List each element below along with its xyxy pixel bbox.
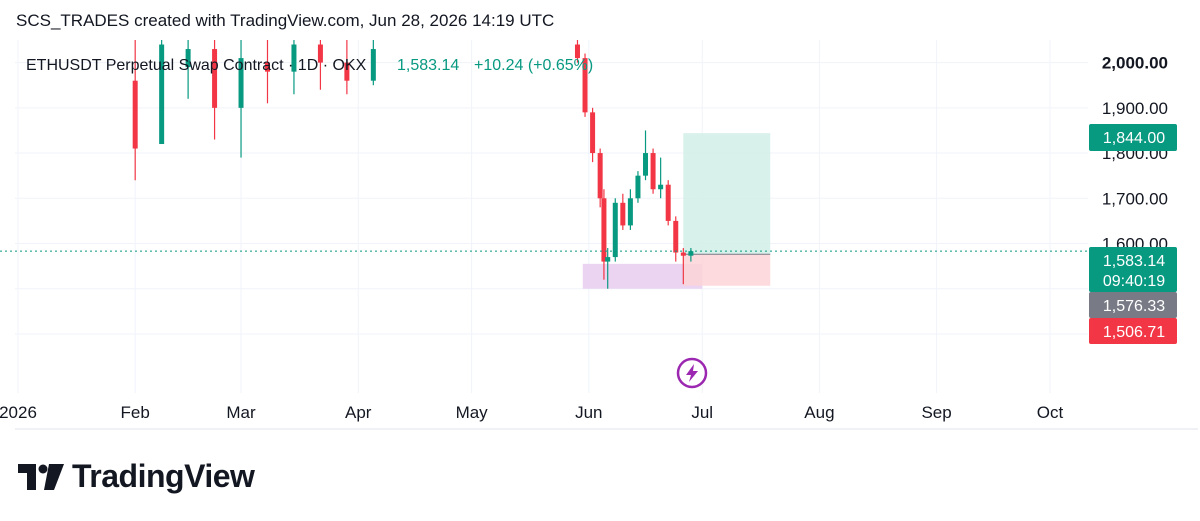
x-tick-label: 2026 — [0, 403, 37, 422]
candle-body — [601, 198, 607, 262]
candle-body — [635, 175, 641, 199]
candle-body — [605, 257, 611, 262]
candle-body — [132, 80, 138, 149]
candle-body — [582, 58, 588, 113]
price-tag-background — [1089, 318, 1177, 344]
tradingview-wordmark: TradingView — [72, 458, 255, 494]
candle-body — [665, 184, 671, 221]
x-tick-label: Sep — [921, 403, 951, 422]
stop-loss-zone[interactable] — [683, 254, 771, 286]
candle-body — [680, 252, 686, 256]
x-tick-label: Jun — [575, 403, 602, 422]
candle-body — [574, 44, 580, 59]
y-tick-label: 1,900.00 — [1102, 99, 1168, 118]
candle-body — [688, 251, 694, 256]
x-tick-label: Aug — [804, 403, 834, 422]
chart-credit: SCS_TRADES created with TradingView.com,… — [16, 11, 555, 30]
brand-footer: TradingView — [18, 458, 255, 495]
y-tick-label: 2,000.00 — [1102, 54, 1168, 73]
candle-body — [620, 202, 626, 226]
price-tag-label: 1,506.71 — [1103, 324, 1165, 341]
grid-lines — [15, 40, 1198, 430]
tradingview-logo-icon — [18, 463, 64, 490]
candle-body — [650, 153, 656, 190]
candle-body — [673, 220, 679, 253]
price-tag-background — [1089, 292, 1177, 318]
price-tag: 1,506.71 — [1089, 318, 1177, 344]
price-change-value: +10.24 (+0.65%) — [474, 57, 593, 74]
y-tick-label: 1,700.00 — [1102, 189, 1168, 208]
x-tick-label: Feb — [121, 403, 150, 422]
candle-body — [238, 58, 244, 108]
candlestick-series — [132, 40, 694, 289]
candle-body — [212, 49, 218, 108]
candle-body — [317, 44, 323, 63]
lightning-icon[interactable] — [676, 357, 708, 389]
candle-body — [612, 202, 618, 258]
price-tag: 1,844.00 — [1089, 124, 1177, 151]
x-tick-label: Jul — [691, 403, 713, 422]
candle-body — [370, 49, 376, 81]
last-price-value: 1,583.14 — [397, 57, 459, 74]
candle-body — [159, 44, 165, 145]
candle-body — [344, 62, 350, 81]
price-tag: 1,576.33 — [1089, 292, 1177, 318]
x-tick-label: Mar — [226, 403, 256, 422]
price-tags: 1,844.00 1,583.14 09:40:19 1,576.33 1,506.71 — [1089, 124, 1177, 344]
x-axis: 2026 Feb Mar Apr May Jun Jul Aug Sep Oct — [0, 403, 1063, 422]
candle-body — [597, 153, 603, 199]
x-tick-label: Oct — [1037, 403, 1064, 422]
candle-body — [291, 44, 297, 72]
price-tag-label: 1,583.14 — [1103, 253, 1165, 270]
candle-body — [627, 198, 633, 226]
price-tag-background — [1089, 124, 1177, 151]
demand-zone-rect[interactable] — [582, 263, 703, 289]
price-tag-label: 1,576.33 — [1103, 298, 1165, 315]
symbol-title: ETHUSDT Perpetual Swap Contract · 1D · O… — [26, 57, 367, 74]
candle-body — [643, 153, 649, 176]
price-tag-countdown: 09:40:19 — [1103, 273, 1165, 290]
profit-target-zone[interactable] — [683, 133, 771, 255]
x-tick-label: Apr — [345, 403, 372, 422]
price-tag-background — [1089, 247, 1177, 292]
x-tick-label: May — [456, 403, 489, 422]
drawing-zones[interactable] — [582, 133, 771, 289]
price-tag: 1,583.14 09:40:19 — [1089, 247, 1177, 292]
candle-body — [264, 62, 270, 72]
candle-body — [590, 112, 596, 154]
candle-body — [185, 49, 191, 68]
candle-body — [658, 184, 664, 190]
price-tag-label: 1,844.00 — [1103, 130, 1165, 147]
